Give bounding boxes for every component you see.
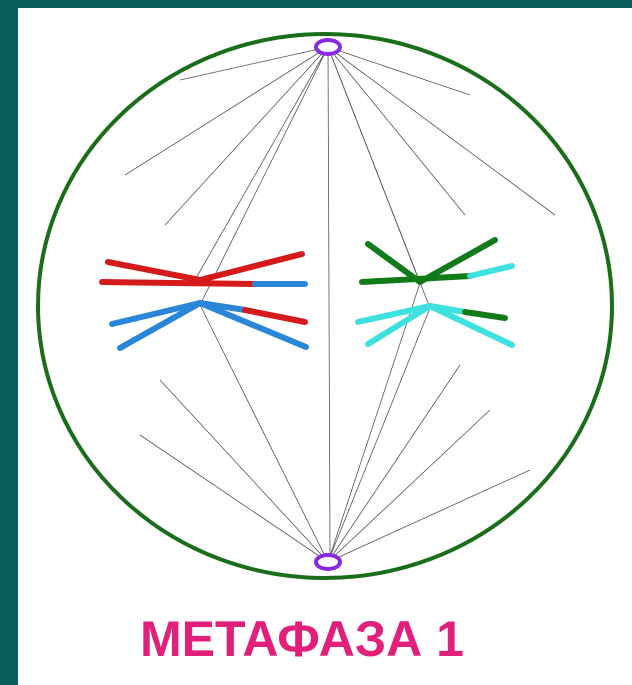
centriole xyxy=(316,40,340,54)
page: {"caption": "МЕТАФАЗА 1"} xyxy=(0,0,632,685)
caption: МЕТАФАЗА 1 xyxy=(140,611,464,667)
centriole xyxy=(316,555,340,569)
panel xyxy=(18,8,632,685)
slide: МЕТАФАЗА 1 xyxy=(0,0,632,685)
chromatid xyxy=(102,282,255,284)
